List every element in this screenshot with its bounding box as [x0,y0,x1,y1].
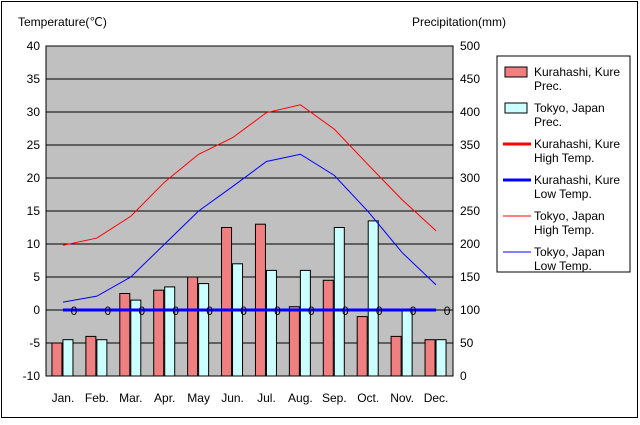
legend-label: Kurahashi, Kure [534,137,620,151]
x-tick-label: Mar. [119,391,142,405]
bar [367,220,379,377]
bar [299,269,311,377]
bar [164,286,176,377]
bar [51,342,63,377]
bar [322,279,334,377]
x-tick-label: Jan. [52,391,75,405]
left-tick-label: 30 [27,105,41,119]
point-label: 0 [308,304,315,318]
point-label: 0 [240,304,247,318]
bar [288,306,300,377]
legend-label: Tokyo, Japan [534,101,605,115]
point-label: 0 [274,304,281,318]
bar [254,223,266,377]
axis-labels: Temperature(℃) Precipitation(mm) -10 -5 0 5… [18,15,506,405]
bar [85,335,97,377]
left-tick-label: 25 [27,138,41,152]
bar [153,289,165,377]
lines-layer: 0 0 0 0 0 0 0 0 0 0 0 0 [62,104,451,318]
right-tick-label: 250 [460,204,480,218]
x-tick-label: Nov. [390,391,414,405]
legend-box [496,55,631,273]
left-tick-label: 10 [27,237,41,251]
series-line [62,104,437,246]
right-tick-label: 450 [460,72,480,86]
legend-label: Prec. [534,115,562,129]
legend-label: High Temp. [534,223,594,237]
bars-layer [51,220,447,377]
bar [119,293,131,377]
bar [390,335,402,377]
bar [333,227,345,377]
bar [198,283,210,377]
bar [96,339,108,377]
legend-label: Kurahashi, Kure [534,173,620,187]
point-label: 0 [410,304,417,318]
legend-label: Kurahashi, Kure [534,65,620,79]
left-tick-label: -10 [23,369,41,383]
bar [356,316,368,377]
right-tick-label: 300 [460,171,480,185]
series-line [62,153,437,303]
legend-label: Tokyo, Japan [534,245,605,259]
left-tick-label: 0 [33,303,40,317]
point-label: 0 [105,304,112,318]
point-label: 0 [376,304,383,318]
right-tick-label: 400 [460,105,480,119]
legend-label: Low Temp. [534,259,592,273]
bar [187,276,199,377]
point-label: 0 [138,304,145,318]
x-tick-label: Jun. [221,391,244,405]
point-label: 0 [206,304,213,318]
bar [130,299,142,377]
left-tick-label: 15 [27,204,41,218]
legend-label: Tokyo, Japan [534,209,605,223]
left-tick-label: 5 [33,270,40,284]
x-tick-label: Jul. [257,391,276,405]
right-axis-title: Precipitation(mm) [412,15,506,29]
bar [232,263,244,377]
right-tick-label: 50 [460,336,474,350]
x-tick-label: Sep. [322,391,347,405]
x-tick-label: Aug. [288,391,313,405]
legend-label: Prec. [534,79,562,93]
bar [221,227,233,377]
bar [435,339,447,377]
right-tick-label: 150 [460,270,480,284]
point-label: 0 [71,304,78,318]
legend-label: Low Temp. [534,187,592,201]
point-label: 0 [342,304,349,318]
x-tick-label: Apr. [154,391,175,405]
legend-label: High Temp. [534,151,594,165]
point-label: 0 [444,304,451,318]
right-tick-label: 500 [460,39,480,53]
bar [401,309,413,377]
legend-swatch [504,66,528,78]
left-tick-label: 35 [27,72,41,86]
right-tick-label: 100 [460,303,480,317]
bar [424,339,436,377]
x-tick-label: Oct. [357,391,379,405]
x-tick-label: May [187,391,210,405]
left-tick-label: 20 [27,171,41,185]
bar [62,339,74,377]
point-label: 0 [172,304,179,318]
right-tick-label: 0 [460,369,467,383]
left-axis-title: Temperature(℃) [18,15,107,29]
left-tick-label: -5 [29,336,40,350]
bar [265,269,277,377]
right-tick-label: 200 [460,237,480,251]
x-tick-label: Dec. [424,391,449,405]
legend-swatch [504,102,528,114]
right-tick-label: 350 [460,138,480,152]
left-tick-label: 40 [27,39,41,53]
x-tick-label: Feb. [85,391,109,405]
